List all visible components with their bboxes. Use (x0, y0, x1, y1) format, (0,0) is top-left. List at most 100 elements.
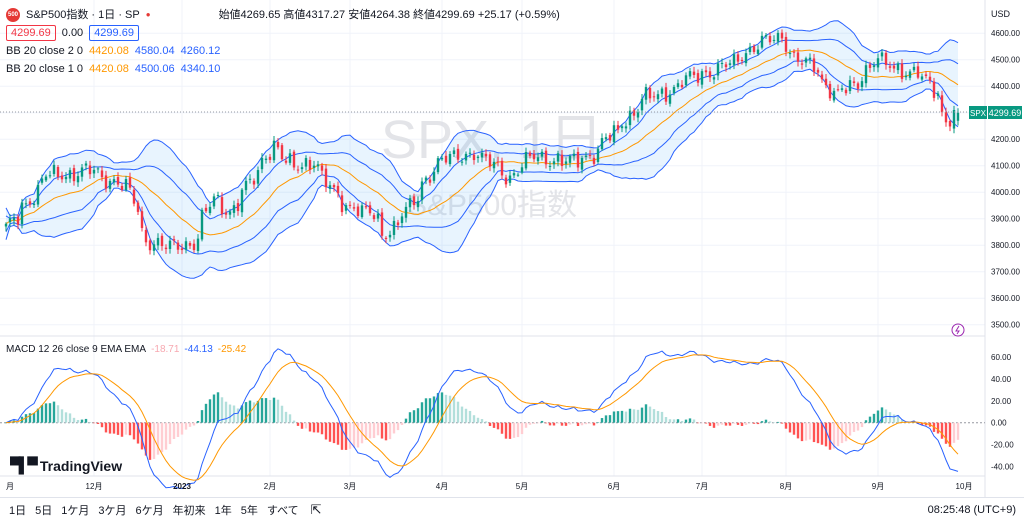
candle (376, 209, 380, 222)
candlesticks (4, 29, 960, 256)
range-button[interactable]: 1年 (214, 505, 232, 517)
macd-hist-bar (416, 408, 420, 423)
watermark-name: S&P500指数 (407, 189, 577, 222)
candle-body (340, 195, 344, 213)
candle-body (316, 164, 320, 167)
macd-hist-bar (172, 422, 176, 440)
macd-hist-bar (848, 422, 852, 436)
macd-hist-bar (256, 400, 260, 423)
macd-hist-bar (948, 422, 952, 447)
range-button[interactable]: 年初来 (172, 505, 206, 517)
range-button[interactable]: 6ケ月 (135, 505, 164, 517)
candle-body (888, 66, 892, 68)
candle (628, 106, 632, 130)
candle (760, 31, 764, 50)
candle (276, 138, 280, 150)
candle (952, 105, 956, 134)
alert-icon[interactable] (951, 323, 965, 337)
candle-body (412, 196, 416, 206)
candle (324, 163, 328, 192)
bb2-legend[interactable]: BB 20 close 1 0 4420.08 4500.06 4340.10 (6, 60, 560, 78)
candle (540, 148, 544, 161)
macd-hist-bar (496, 422, 500, 430)
candle-body (304, 158, 308, 167)
candle-body (660, 88, 664, 94)
macd-hist-bar (436, 393, 440, 423)
date-range-icon[interactable]: ⇱ (310, 502, 322, 517)
range-button[interactable]: 1日 (9, 505, 27, 517)
macd-hist-bar (864, 420, 868, 423)
candle (48, 170, 52, 179)
candle (476, 155, 480, 163)
candle-body (372, 215, 376, 220)
price-tick-label: 4400.00 (991, 82, 1020, 91)
macd-hist-bar (596, 422, 600, 424)
candle-body (952, 109, 956, 129)
candle-body (884, 52, 888, 66)
candle (128, 172, 132, 190)
macd-hist-bar (164, 422, 168, 450)
candle-body (36, 184, 40, 205)
candle-body (308, 159, 312, 170)
tradingview-logo[interactable]: ▀▌▀ TradingView (10, 457, 122, 474)
symbol-title[interactable]: S&P500指数 · 1日 · SP (26, 9, 140, 21)
candle (440, 154, 444, 162)
candle (32, 200, 36, 208)
candle (656, 90, 660, 104)
candle (396, 219, 400, 230)
range-button[interactable]: すべて (266, 505, 299, 517)
candle-body (456, 148, 460, 160)
candle (68, 167, 72, 183)
macd-hist-bar (756, 422, 760, 425)
candle (172, 235, 176, 246)
candle-body (32, 203, 36, 205)
macd-axis[interactable]: 60.00 40.00 20.00 0.00 -20.00 -40.00 (991, 353, 1014, 472)
range-button[interactable]: 5日 (35, 505, 53, 517)
macd-hist-bar (528, 422, 532, 425)
macd-hist-bar (724, 422, 728, 426)
buy-price-button[interactable]: 4299.69 (89, 25, 139, 41)
bb2-basis: 4420.08 (89, 63, 129, 75)
macd-hist-bar (708, 422, 712, 426)
candle-body (832, 90, 836, 101)
candle (404, 202, 408, 223)
macd-hist-bar (128, 422, 132, 436)
macd-legend[interactable]: MACD 12 26 close 9 EMA EMA -18.71 -44.13… (6, 341, 246, 359)
macd-hist-bar (404, 418, 408, 423)
bb1-legend[interactable]: BB 20 close 2 0 4420.08 4580.04 4260.12 (6, 42, 560, 60)
sell-price-button[interactable]: 4299.69 (6, 25, 56, 41)
candle (124, 175, 128, 192)
candle-body (464, 153, 468, 161)
candle (368, 201, 372, 216)
candle-body (152, 244, 156, 251)
candle-body (432, 171, 436, 181)
time-tick-label: 4月 (436, 482, 448, 491)
range-button[interactable]: 1ケ月 (61, 505, 90, 517)
range-button[interactable]: 3ケ月 (98, 505, 127, 517)
candle (480, 148, 484, 163)
candle (296, 165, 300, 174)
candle-body (476, 156, 480, 159)
price-axis[interactable]: 4600.004500.004400.004300.004200.004100.… (991, 29, 1020, 329)
symbol-logo[interactable]: 500 (6, 8, 20, 22)
macd-hist-bar (712, 422, 716, 428)
candle (864, 60, 868, 88)
time-axis[interactable]: 月 12月 2023 2月 3月 4月 5月 6月 7月 8月 9月 10月 (6, 482, 972, 491)
macd-hist-bar (352, 422, 356, 448)
macd-hist-bar (280, 405, 284, 423)
currency-label[interactable]: USD (991, 9, 1011, 19)
macd-hist-bar (780, 422, 784, 424)
range-button[interactable]: 5年 (240, 505, 258, 517)
macd-hist-bar (500, 422, 504, 434)
macd-hist-bar (524, 422, 528, 428)
clock[interactable]: 08:25:48 (UTC+9) (927, 504, 1016, 516)
macd-hist-bar (784, 422, 788, 429)
candle (880, 49, 884, 62)
candle (384, 236, 388, 244)
candle-body (288, 153, 292, 163)
macd-hist-bar (764, 419, 768, 423)
candle (432, 167, 436, 184)
macd-hist-bar (720, 422, 724, 425)
candle-body (504, 177, 508, 185)
